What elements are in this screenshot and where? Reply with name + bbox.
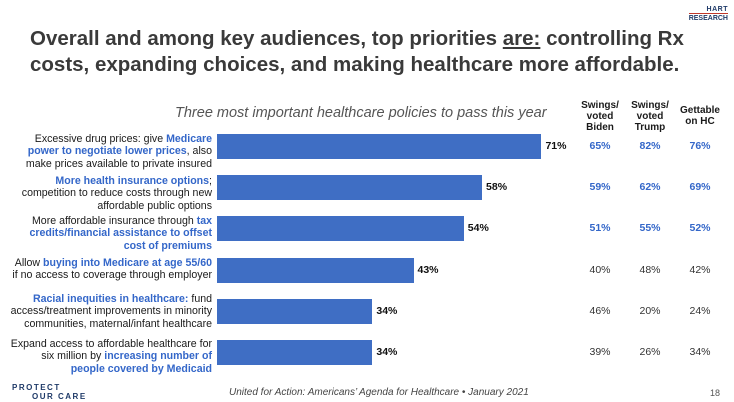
table-cell-trump: 55% <box>639 222 661 234</box>
table-cell-gettable: 24% <box>689 305 711 317</box>
table-cell-biden: 40% <box>589 264 611 276</box>
logo-line-2: RESEARCH <box>688 13 728 22</box>
row-label-text: if no access to coverage through employe… <box>12 269 212 282</box>
table-cell-trump: 48% <box>639 264 661 276</box>
col-header-biden-l1: Swings/ <box>581 100 619 111</box>
title-underlined: are: <box>502 27 541 50</box>
bar-value-label: 71% <box>545 140 567 152</box>
col-header-trump-l3: Trump <box>634 122 666 133</box>
table-cell-biden: 39% <box>589 346 611 358</box>
table-cell-gettable: 52% <box>689 222 711 234</box>
row-label-text: , also make prices available to private … <box>25 145 212 170</box>
hart-research-logo: HART RESEARCH <box>688 6 728 22</box>
title-part-2: controlling Rx costs, expanding choices,… <box>30 27 684 76</box>
row-label: Allow buying into Medicare at age 55/60 … <box>8 257 212 282</box>
row-label-highlight: buying into Medicare at age 55/60 <box>43 257 212 269</box>
bar <box>217 216 464 241</box>
table-cell-trump: 62% <box>639 181 661 193</box>
table-cell-biden: 51% <box>589 222 611 234</box>
col-header-biden: Swings/ voted Biden <box>574 100 626 133</box>
page-number: 18 <box>709 388 720 398</box>
row-label-text: Allow <box>14 257 44 269</box>
col-header-gettable-l2: on HC <box>685 116 715 127</box>
slide-title: Overall and among key audiences, top pri… <box>30 26 720 78</box>
org-line-1: PROTECT <box>12 383 61 392</box>
row-label: Excessive drug prices: give Medicare pow… <box>8 133 212 170</box>
footer-source: United for Action: Americans’ Agenda for… <box>229 387 529 398</box>
bar <box>217 134 542 159</box>
row-label-text: fund access/treatment improvements in mi… <box>10 293 212 330</box>
table-cell-biden: 46% <box>589 305 611 317</box>
row-label-highlight: tax credits/financial assistance to offs… <box>29 215 212 252</box>
bar <box>217 175 483 200</box>
row-label-text: Expand access to affordable healthcare f… <box>10 338 212 363</box>
bar <box>217 340 373 365</box>
table-cell-biden: 65% <box>589 140 611 152</box>
col-header-gettable: Gettable on HC <box>674 105 726 127</box>
bar-value-label: 34% <box>376 346 398 358</box>
col-header-biden-l3: Biden <box>586 122 614 133</box>
row-label: Expand access to affordable healthcare f… <box>8 338 212 375</box>
title-part-1: Overall and among key audiences, top pri… <box>30 27 503 50</box>
table-cell-trump: 82% <box>639 140 661 152</box>
bar <box>217 258 414 283</box>
col-header-trump-l1: Swings/ <box>631 100 669 111</box>
table-cell-gettable: 69% <box>689 181 711 193</box>
row-label-highlight: More health insurance options <box>55 175 210 187</box>
table-cell-trump: 26% <box>639 346 661 358</box>
row-label-text: More affordable insurance through <box>31 215 197 227</box>
col-header-trump-l2: voted <box>636 111 664 122</box>
logo-line-1: HART <box>706 6 728 13</box>
row-label: More affordable insurance through tax cr… <box>8 215 212 252</box>
col-header-trump: Swings/ voted Trump <box>624 100 676 133</box>
bar-value-label: 34% <box>376 305 398 317</box>
row-label: Racial inequities in healthcare: fund ac… <box>8 293 212 330</box>
bar-value-label: 58% <box>486 181 508 193</box>
org-line-2: OUR CARE <box>32 392 87 401</box>
row-label-text: ; competition to reduce costs through ne… <box>21 175 212 212</box>
table-cell-gettable: 76% <box>689 140 711 152</box>
bar-value-label: 43% <box>417 264 439 276</box>
table-cell-gettable: 42% <box>689 264 711 276</box>
chart-title: Three most important healthcare policies… <box>175 105 547 121</box>
col-header-biden-l2: voted <box>586 111 614 122</box>
row-label-highlight: Medicare power to negotiate lower prices <box>27 133 212 158</box>
row-label: More health insurance options; competiti… <box>8 175 212 212</box>
col-header-gettable-l1: Gettable <box>679 105 720 116</box>
table-cell-biden: 59% <box>589 181 611 193</box>
row-label-highlight: increasing number of people covered by M… <box>70 350 212 375</box>
table-cell-trump: 20% <box>639 305 661 317</box>
bar-value-label: 54% <box>467 222 489 234</box>
row-label-highlight: Racial inequities in healthcare: <box>33 293 189 305</box>
bar <box>217 299 373 324</box>
table-cell-gettable: 34% <box>689 346 711 358</box>
protect-our-care-logo: PROTECT OUR CARE <box>12 383 87 401</box>
row-label-text: Excessive drug prices: give <box>34 133 167 145</box>
